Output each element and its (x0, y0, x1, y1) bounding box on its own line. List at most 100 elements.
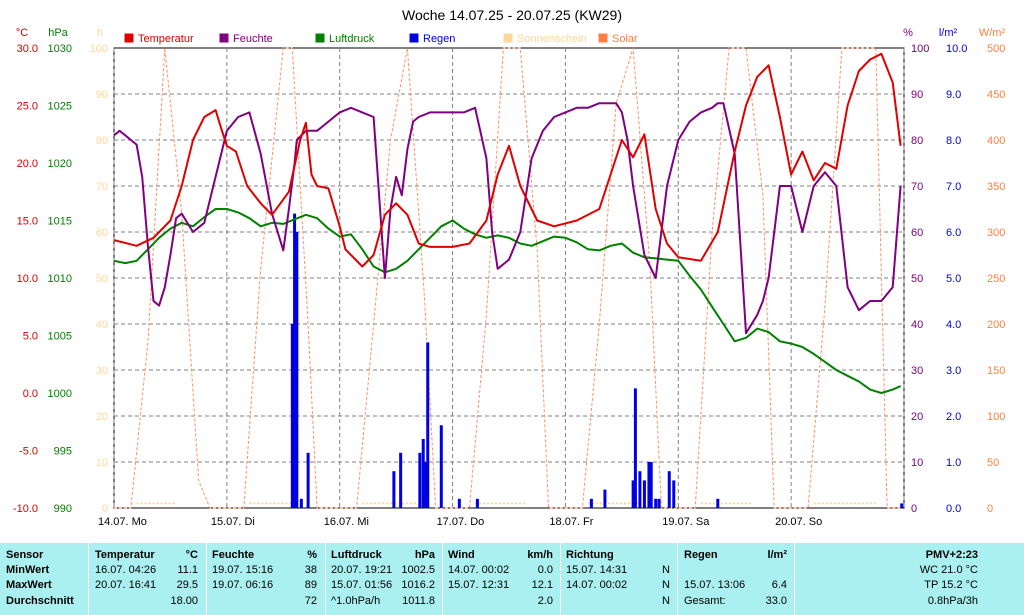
press-max-time: 15.07. 01:56 (331, 579, 393, 591)
dir-avg-value: N (662, 595, 670, 607)
press-trend: ^1.0hPa/h (331, 595, 381, 607)
axis-unit-label: W/m² (979, 27, 1006, 39)
dir-max-time: 14.07. 00:02 (566, 579, 628, 591)
axis-tick-label: 30 (911, 365, 923, 377)
header-pressure-unit: hPa (414, 549, 435, 561)
rain-total-label: Gesamt: (684, 595, 726, 607)
rain-bar (295, 232, 299, 508)
axis-unit-label: h (97, 27, 103, 39)
x-tick-label: 16.07. Mi (324, 516, 369, 528)
header-pressure: Luftdruck (331, 549, 382, 561)
axis-unit-label: °C (16, 27, 28, 39)
grid (113, 47, 905, 509)
legend-swatch (502, 32, 514, 44)
axis-tick-label: 90 (96, 89, 108, 101)
legend-label: Regen (423, 33, 455, 45)
hum-min-time: 19.07. 15:16 (212, 564, 274, 576)
press-max-value: 1016.2 (401, 579, 435, 591)
hum-avg-value: 72 (304, 595, 317, 607)
rain-bar (657, 498, 661, 508)
legend-swatch (408, 32, 420, 44)
wind-max-value: 12.1 (531, 579, 553, 591)
axis-tick-label: 4.0 (946, 319, 961, 331)
axis-tick-label: 1.0 (946, 457, 961, 469)
legend-label: Solar (612, 33, 638, 45)
dir-min-value: N (662, 564, 670, 576)
dir-min-time: 15.07. 14:31 (566, 564, 628, 576)
series-solar (114, 47, 901, 509)
legend-swatch (597, 32, 609, 44)
chart-title: Woche 14.07.25 - 20.07.25 (KW29) (402, 7, 622, 23)
axis-tick-label: 80 (96, 135, 108, 147)
axis-tick-label: 200 (987, 319, 1005, 331)
axis-tick-label: -5.0 (19, 446, 38, 458)
header-rain: Regen (684, 549, 718, 561)
weather-chart: Woche 14.07.25 - 20.07.25 (KW29) Tempera… (13, 7, 1006, 528)
axis-tick-label: 1030 (48, 43, 72, 55)
axis-tick-label: 10 (96, 457, 108, 469)
legend-swatch (218, 32, 230, 44)
press-min-time: 20.07. 19:21 (331, 564, 393, 576)
press-min-value: 1002.5 (401, 564, 435, 576)
axis-tick-label: -10.0 (13, 503, 38, 515)
legend: Temperatur Feuchte Luftdruck Regen Sonnensch… (123, 32, 638, 45)
axis-tick-label: 20 (96, 411, 108, 423)
axis-tick-label: 60 (911, 227, 923, 239)
hum-max-time: 19.07. 06:16 (212, 579, 274, 591)
axis-tick-label: 1025 (48, 101, 72, 113)
x-axis-labels: 14.07. Mo 15.07. Di 16.07. Mi 17.07. Do 18.0… (98, 516, 822, 528)
header-wind-unit: km/h (527, 549, 553, 561)
axis-tick-label: 250 (987, 273, 1005, 285)
header-rain-unit: l/m² (767, 549, 787, 561)
axis-tick-label: 40 (911, 319, 923, 331)
axis-tick-label: 40 (96, 319, 108, 331)
wind-min-value: 0.0 (537, 564, 553, 576)
axis-tick-label: 450 (987, 89, 1005, 101)
axis-tick-label: 50 (987, 457, 999, 469)
axis-tick-label: 1000 (48, 388, 72, 400)
pmv-pressure-trend: 0.8hPa/3h (927, 595, 978, 607)
statistics-panel: Sensor MinWert MaxWert Durchschnitt Temp… (0, 543, 1024, 615)
axis-tick-label: 10.0 (946, 43, 967, 55)
series-pressure (113, 208, 902, 394)
axis-tick-label: 10 (911, 457, 923, 469)
axis-tick-label: 400 (987, 135, 1005, 147)
rain-max-value: 6.4 (771, 579, 787, 591)
axis-tick-label: 25.0 (17, 101, 38, 113)
press-avg-value: 1011.8 (402, 595, 435, 607)
rain-bar (672, 480, 676, 508)
rain-bar (631, 480, 635, 508)
rain-bar (603, 489, 607, 508)
rain-bar (647, 462, 651, 508)
separator (560, 543, 561, 615)
axis-tick-label: 100 (987, 411, 1005, 423)
separator (442, 543, 443, 615)
axis-tick-label: 5.0 (946, 273, 961, 285)
rain-bar (290, 324, 294, 508)
header-direction: Richtung (566, 549, 614, 561)
rain-bar (642, 480, 646, 508)
axis-tick-label: 0 (987, 503, 993, 515)
rain-bar (900, 503, 904, 508)
axis-tick-label: 8.0 (946, 135, 961, 147)
legend-label: Feuchte (233, 33, 273, 45)
wind-min-time: 14.07. 00:02 (448, 564, 510, 576)
axis-tick-label: 30 (96, 365, 108, 377)
row-label-avg: Durchschnitt (6, 595, 74, 607)
rain-bar (418, 452, 422, 508)
temp-max-value: 29.5 (176, 579, 198, 591)
axis-tick-label: 500 (987, 43, 1005, 55)
x-tick-label: 20.07. So (775, 516, 822, 528)
header-wind: Wind (448, 549, 475, 561)
rain-bar (457, 498, 461, 508)
header-humidity-unit: % (307, 549, 317, 561)
axis-tick-label: 6.0 (946, 227, 961, 239)
row-label-max: MaxWert (6, 579, 52, 591)
axis-tick-label: 9.0 (946, 89, 961, 101)
axis-tick-label: 100 (90, 43, 108, 55)
legend-label: Temperatur (138, 33, 194, 45)
rain-bar (399, 452, 403, 508)
pmv-wind-chill: WC 21.0 °C (919, 564, 978, 576)
separator (794, 543, 795, 615)
header-sensor: Sensor (6, 549, 44, 561)
